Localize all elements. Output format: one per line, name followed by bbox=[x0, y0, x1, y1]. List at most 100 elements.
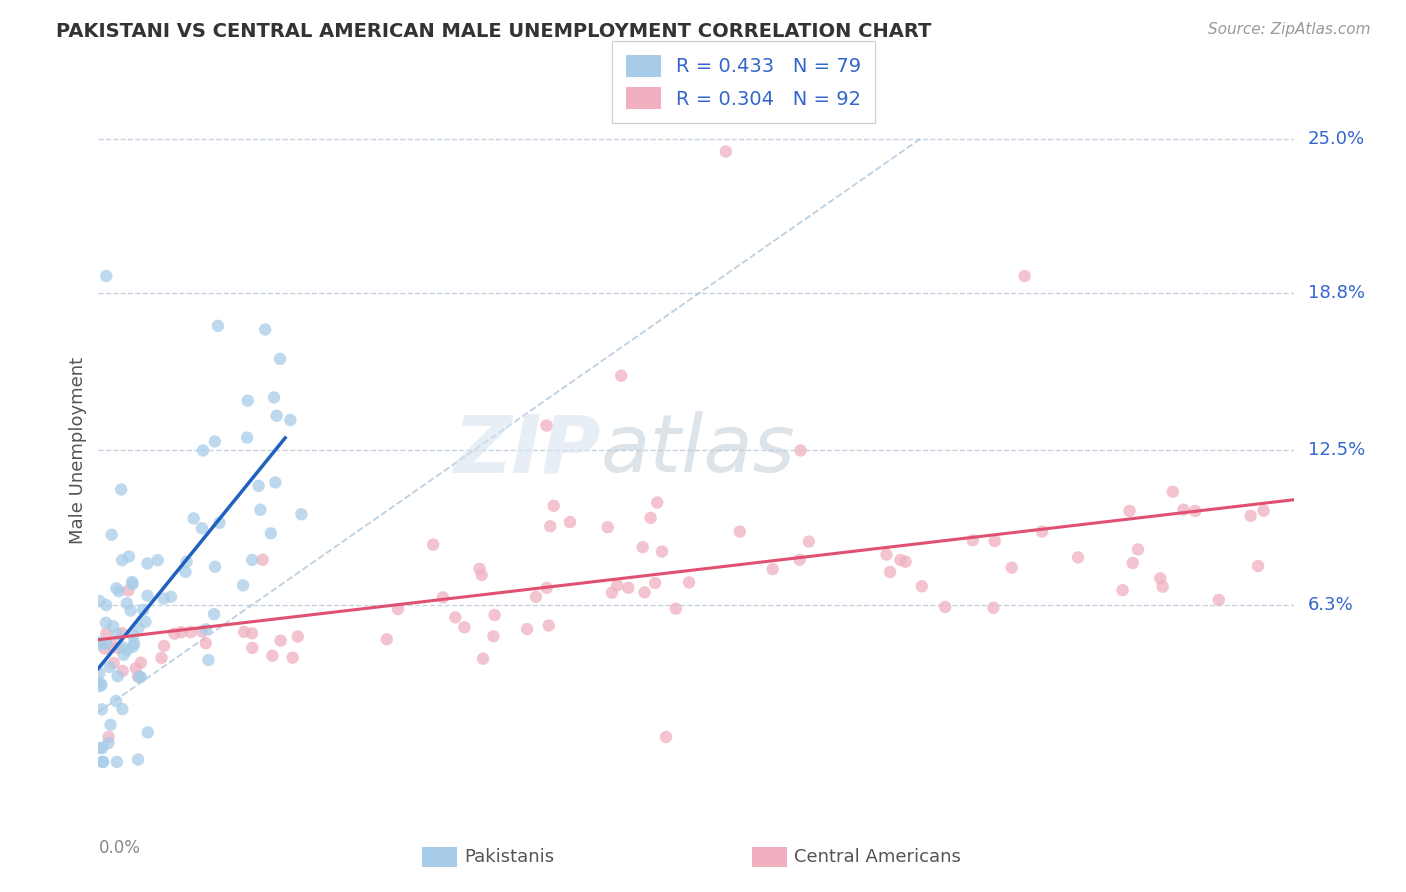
Point bbox=[1184, 504, 1206, 518]
Point bbox=[112, 648, 135, 662]
Point bbox=[153, 639, 176, 653]
Point bbox=[281, 650, 304, 665]
Point bbox=[249, 503, 271, 517]
Point bbox=[204, 434, 226, 449]
Point bbox=[96, 637, 118, 651]
Point bbox=[543, 499, 565, 513]
Point bbox=[633, 585, 655, 599]
Point bbox=[269, 351, 291, 366]
Point bbox=[128, 670, 150, 684]
Point bbox=[644, 576, 666, 591]
Point bbox=[111, 640, 134, 654]
Point bbox=[90, 637, 112, 651]
Point bbox=[111, 626, 134, 640]
Point bbox=[651, 544, 673, 558]
Text: Central Americans: Central Americans bbox=[794, 848, 962, 866]
Point bbox=[254, 322, 277, 336]
Point bbox=[536, 581, 558, 595]
Text: ZIP: ZIP bbox=[453, 411, 600, 490]
Y-axis label: Male Unemployment: Male Unemployment bbox=[69, 357, 87, 544]
Point bbox=[596, 520, 619, 534]
Point bbox=[89, 741, 111, 756]
Point bbox=[287, 630, 309, 644]
Point bbox=[1253, 503, 1275, 517]
Point bbox=[290, 508, 312, 522]
Point bbox=[266, 409, 288, 423]
Point bbox=[136, 725, 159, 739]
Point bbox=[91, 740, 114, 755]
Point bbox=[983, 534, 1005, 549]
Point bbox=[537, 618, 560, 632]
Point bbox=[204, 559, 226, 574]
Point bbox=[195, 623, 218, 637]
Point bbox=[115, 596, 138, 610]
Point bbox=[879, 565, 901, 579]
Point bbox=[132, 603, 155, 617]
Point bbox=[191, 624, 214, 639]
Point bbox=[471, 568, 494, 582]
Point bbox=[111, 702, 134, 716]
Point bbox=[600, 585, 623, 599]
Point bbox=[97, 736, 120, 750]
Point bbox=[280, 413, 302, 427]
Point bbox=[1208, 593, 1230, 607]
Point bbox=[1001, 560, 1024, 574]
Point bbox=[678, 575, 700, 590]
Point bbox=[121, 577, 143, 591]
Point bbox=[105, 627, 128, 641]
Point bbox=[665, 601, 688, 615]
Point bbox=[789, 443, 811, 458]
Point bbox=[233, 624, 256, 639]
Point bbox=[93, 755, 115, 769]
Point bbox=[240, 640, 263, 655]
Point bbox=[160, 590, 183, 604]
Point bbox=[111, 553, 134, 567]
Point bbox=[127, 621, 149, 635]
Point bbox=[134, 615, 156, 629]
Point bbox=[538, 519, 561, 533]
Point bbox=[163, 626, 186, 640]
Point bbox=[122, 640, 145, 654]
Point bbox=[375, 632, 398, 647]
Point bbox=[789, 553, 811, 567]
Point bbox=[115, 643, 138, 657]
Point bbox=[202, 607, 225, 621]
Point bbox=[117, 583, 139, 598]
Legend: R = 0.433   N = 79, R = 0.304   N = 92: R = 0.433 N = 79, R = 0.304 N = 92 bbox=[613, 41, 875, 123]
Point bbox=[240, 626, 263, 640]
Text: Pakistanis: Pakistanis bbox=[464, 848, 554, 866]
Point bbox=[911, 579, 934, 593]
Point bbox=[89, 666, 111, 681]
Point bbox=[558, 515, 581, 529]
Point bbox=[105, 694, 128, 708]
Point bbox=[260, 526, 283, 541]
Point bbox=[105, 755, 128, 769]
Point bbox=[240, 553, 263, 567]
Point bbox=[236, 393, 259, 408]
Text: Source: ZipAtlas.com: Source: ZipAtlas.com bbox=[1208, 22, 1371, 37]
Point bbox=[876, 548, 898, 562]
Point bbox=[170, 625, 193, 640]
Point bbox=[183, 511, 205, 525]
Point bbox=[174, 565, 197, 579]
Point bbox=[1014, 268, 1036, 283]
Point bbox=[264, 475, 287, 490]
Point bbox=[96, 626, 118, 640]
Point bbox=[631, 540, 654, 554]
Point bbox=[236, 431, 259, 445]
Point bbox=[645, 495, 668, 509]
Point bbox=[1161, 484, 1184, 499]
Point bbox=[89, 594, 111, 608]
Point bbox=[146, 553, 169, 567]
Point bbox=[90, 702, 112, 716]
Point bbox=[1122, 556, 1144, 570]
Point bbox=[387, 602, 409, 616]
Point bbox=[247, 479, 270, 493]
Point bbox=[136, 557, 159, 571]
Point bbox=[714, 145, 737, 159]
Point bbox=[110, 483, 132, 497]
Point bbox=[1031, 524, 1053, 539]
Point bbox=[468, 562, 491, 576]
Point bbox=[150, 651, 173, 665]
Point bbox=[127, 752, 149, 766]
